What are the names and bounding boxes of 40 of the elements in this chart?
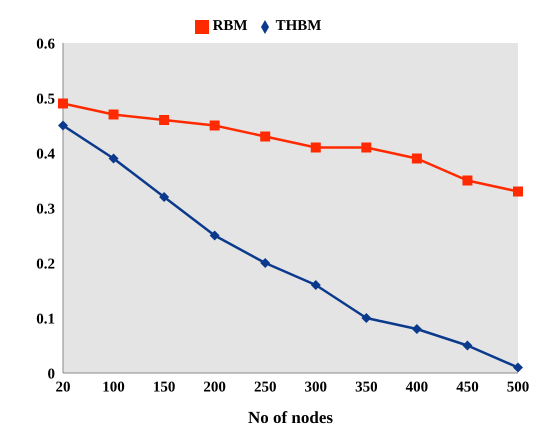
y-tick-label: 0.6 <box>36 36 56 52</box>
point <box>58 120 68 130</box>
point <box>513 186 523 196</box>
x-tick-label: 300 <box>304 380 328 396</box>
point <box>462 176 472 186</box>
x-tick-label: 450 <box>456 380 479 396</box>
point <box>412 154 422 164</box>
point <box>159 115 170 125</box>
y-tick-label: 0.5 <box>36 91 55 108</box>
x-tick-label: 400 <box>406 380 428 396</box>
point <box>108 110 119 120</box>
point <box>412 324 422 334</box>
x-axis-title: No of nodes <box>248 408 334 427</box>
x-tick-label: 350 <box>355 380 378 396</box>
legend-label: RBM <box>212 18 248 34</box>
y-tick-label: 0.4 <box>36 146 56 162</box>
x-tick-label: 100 <box>102 380 125 396</box>
point <box>462 340 472 350</box>
point <box>260 132 270 142</box>
y-tick-label: 0.1 <box>36 311 55 328</box>
point <box>108 154 119 164</box>
y-tick-label: 0.3 <box>36 201 55 218</box>
y-tick-label: 0 <box>48 366 55 382</box>
point <box>361 142 372 152</box>
legend-label: THBM <box>276 18 322 34</box>
x-tick-label: 250 <box>254 380 276 396</box>
point <box>513 362 523 372</box>
point <box>159 192 170 202</box>
point <box>260 258 270 268</box>
x-tick-label: 150 <box>152 380 176 396</box>
y-tick-label: 0.2 <box>36 256 55 272</box>
point <box>310 280 321 290</box>
point <box>361 313 372 323</box>
point <box>210 230 220 240</box>
x-tick-label: 200 <box>203 380 226 396</box>
point <box>210 120 220 130</box>
point <box>58 98 68 108</box>
point <box>310 142 321 152</box>
x-tick-label: 500 <box>506 380 530 396</box>
x-tick-label: 20 <box>56 380 70 396</box>
